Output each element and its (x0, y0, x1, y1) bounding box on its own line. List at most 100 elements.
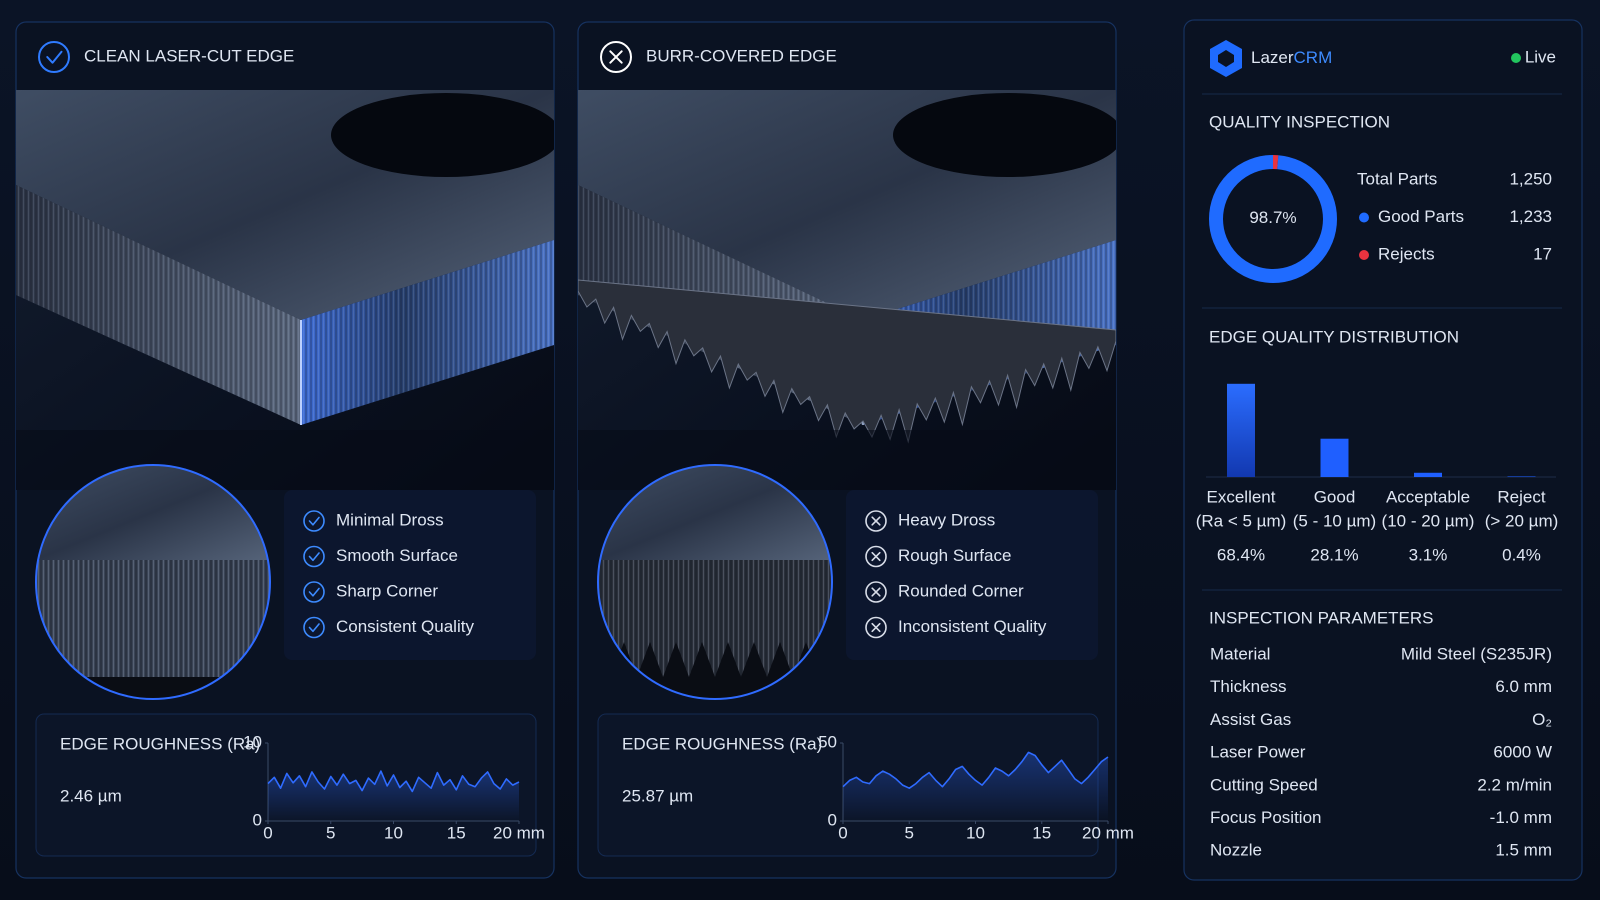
x-tick-label: 5 (905, 823, 914, 842)
feature-label: Sharp Corner (336, 581, 438, 600)
param-value: 2.2 m/min (1477, 775, 1552, 794)
panel-title: CLEAN LASER-CUT EDGE (84, 46, 294, 65)
param-value: Mild Steel (S235JR) (1401, 644, 1552, 663)
category-sublabel: (Ra < 5 µm) (1196, 511, 1287, 530)
category-label: Reject (1497, 487, 1545, 506)
live-dot (1511, 53, 1521, 63)
brand-logo (1210, 40, 1242, 77)
plate-texture (16, 185, 554, 425)
feature-label: Smooth Surface (336, 546, 458, 565)
section-title: QUALITY INSPECTION (1209, 112, 1390, 131)
param-label: Thickness (1210, 677, 1287, 696)
category-sublabel: (> 20 µm) (1485, 511, 1559, 530)
magnifier-ring (597, 464, 833, 700)
y-tick-label: 50 (818, 732, 837, 751)
category-label: Excellent (1207, 487, 1276, 506)
feature-label: Rounded Corner (898, 581, 1024, 600)
param-label: Assist Gas (1210, 710, 1291, 729)
stat-label: Good Parts (1378, 207, 1464, 226)
x-tick-label: 20 mm (1082, 823, 1134, 842)
param-label: Laser Power (1210, 743, 1306, 762)
param-label: Material (1210, 644, 1270, 663)
icon-circle (303, 616, 325, 639)
x-tick-label: 0 (838, 823, 847, 842)
x-tick-label: 15 (1032, 823, 1051, 842)
burr (578, 279, 1116, 444)
feature-label: Inconsistent Quality (898, 617, 1047, 636)
param-label: Focus Position (1210, 808, 1322, 827)
section-title: EDGE QUALITY DISTRIBUTION (1209, 327, 1459, 346)
quality-rate: 98.7% (1249, 208, 1296, 227)
x-tick-label: 10 (384, 823, 403, 842)
icon-circle (38, 41, 70, 73)
brand-second: CRM (1294, 48, 1333, 67)
icon-circle (600, 41, 632, 73)
param-value: 6000 W (1493, 743, 1552, 762)
x-tick-label: 20 mm (493, 823, 545, 842)
features-box (846, 490, 1098, 660)
icon-circle (865, 545, 887, 568)
line (267, 770, 520, 793)
x-icon (609, 50, 623, 64)
y-tick-label: 0 (253, 810, 262, 829)
crm-panel (1183, 19, 1583, 881)
stat-value: 17 (1533, 244, 1552, 263)
value-label: 3.1% (1409, 545, 1448, 564)
param-value: -1.0 mm (1490, 808, 1552, 827)
brand-first: Lazer (1251, 48, 1294, 67)
donut-segment (1209, 155, 1337, 283)
feature-label: Heavy Dross (898, 510, 995, 529)
value-label: 68.4% (1217, 545, 1265, 564)
param-label: Cutting Speed (1210, 775, 1318, 794)
roughness-label: EDGE ROUGHNESS (Ra) (622, 734, 822, 753)
section-title: INSPECTION PARAMETERS (1209, 608, 1434, 627)
x-icon (871, 551, 881, 562)
roughness-value: 2.46 µm (60, 786, 122, 805)
plate-hole (893, 93, 1116, 177)
param-value: 6.0 mm (1495, 677, 1552, 696)
param-label: Nozzle (1210, 841, 1262, 860)
bar (1227, 383, 1255, 477)
x-tick-label: 5 (326, 823, 335, 842)
quality-rate-unit: % (1282, 210, 1296, 227)
category-sublabel: (5 - 10 µm) (1293, 511, 1376, 530)
magnifier-ring (35, 464, 271, 700)
live-status: Live (1525, 47, 1556, 66)
icon-circle (303, 581, 325, 603)
x-icon (871, 622, 881, 633)
feature-label: Minimal Dross (336, 510, 444, 529)
check-icon (308, 552, 320, 562)
category-label: Acceptable (1386, 487, 1470, 506)
stat-value: 1,233 (1509, 207, 1552, 226)
quality-rate-value: 98.7 (1249, 208, 1282, 227)
param-value: 1.5 mm (1495, 841, 1552, 860)
stat-value: 1,250 (1509, 169, 1552, 188)
photo (578, 90, 1116, 490)
param-value: O₂ (1532, 710, 1552, 729)
y-tick-label: 10 (243, 732, 262, 751)
x-tick-label: 15 (447, 823, 466, 842)
icon-circle (303, 510, 325, 532)
y-tick-label: 0 (828, 810, 837, 829)
legend-dot (1359, 212, 1369, 223)
roughness-label: EDGE ROUGHNESS (Ra) (60, 734, 260, 753)
feature-label: Consistent Quality (336, 617, 474, 636)
stat-label: Total Parts (1357, 169, 1437, 188)
check-icon (308, 516, 320, 526)
category-label: Good (1314, 487, 1356, 506)
plate-hole (331, 93, 554, 177)
features-box (284, 490, 536, 660)
panel-title: BURR-COVERED EDGE (646, 46, 837, 65)
category-sublabel: (10 - 20 µm) (1382, 511, 1475, 530)
check-icon (308, 623, 320, 633)
check-icon (46, 50, 63, 64)
icon-circle (865, 616, 887, 639)
photo (16, 90, 554, 490)
line (842, 751, 1109, 789)
value-label: 28.1% (1310, 545, 1358, 564)
icon-circle (303, 545, 325, 568)
x-tick-label: 10 (966, 823, 985, 842)
x-icon (871, 587, 881, 597)
